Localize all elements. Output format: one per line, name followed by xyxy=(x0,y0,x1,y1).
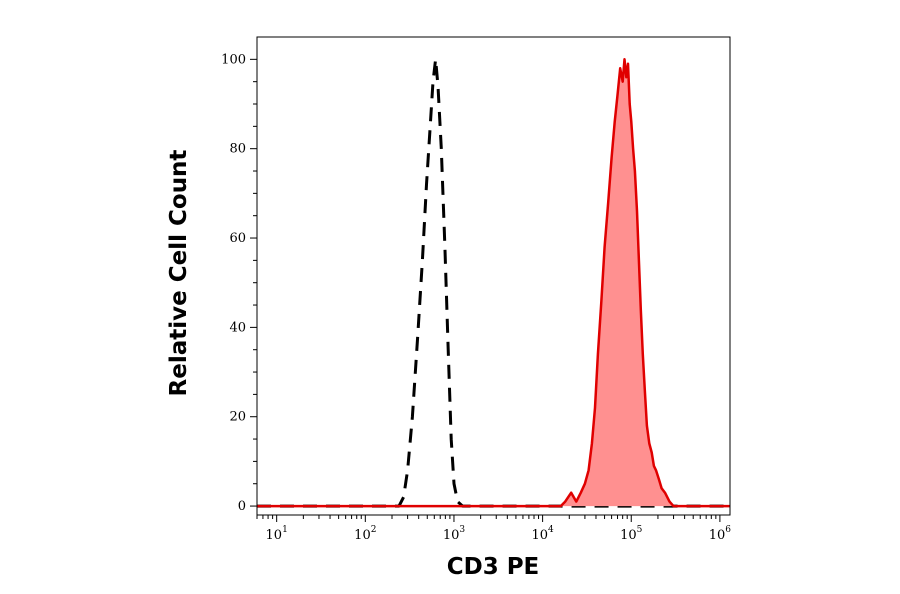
x-axis-title: CD3 PE xyxy=(447,554,540,580)
x-tick-label: 103 xyxy=(443,525,466,543)
y-axis: 0 20 40 60 80 100 xyxy=(221,52,257,514)
plot-frame xyxy=(256,36,731,516)
series-1-line xyxy=(257,58,730,508)
x-tick-label: 104 xyxy=(531,525,554,543)
series-0-line xyxy=(257,57,730,508)
y-axis-title: Relative Cell Count xyxy=(166,150,192,397)
y-tick-label: 20 xyxy=(229,410,246,425)
y-tick-label: 40 xyxy=(229,320,246,335)
x-tick-label: 106 xyxy=(709,525,732,543)
y-tick-label: 100 xyxy=(221,52,246,67)
y-tick-label: 0 xyxy=(238,499,246,514)
x-tick-label: 101 xyxy=(266,525,288,543)
y-tick-label: 60 xyxy=(229,231,246,246)
x-axis: 101 102 103 104 105 106 xyxy=(256,515,732,543)
series-1-fill xyxy=(257,59,730,507)
plot-area xyxy=(257,57,730,508)
x-tick-label: 105 xyxy=(620,525,643,543)
y-tick-label: 80 xyxy=(229,142,246,157)
x-tick-label: 102 xyxy=(354,525,376,543)
